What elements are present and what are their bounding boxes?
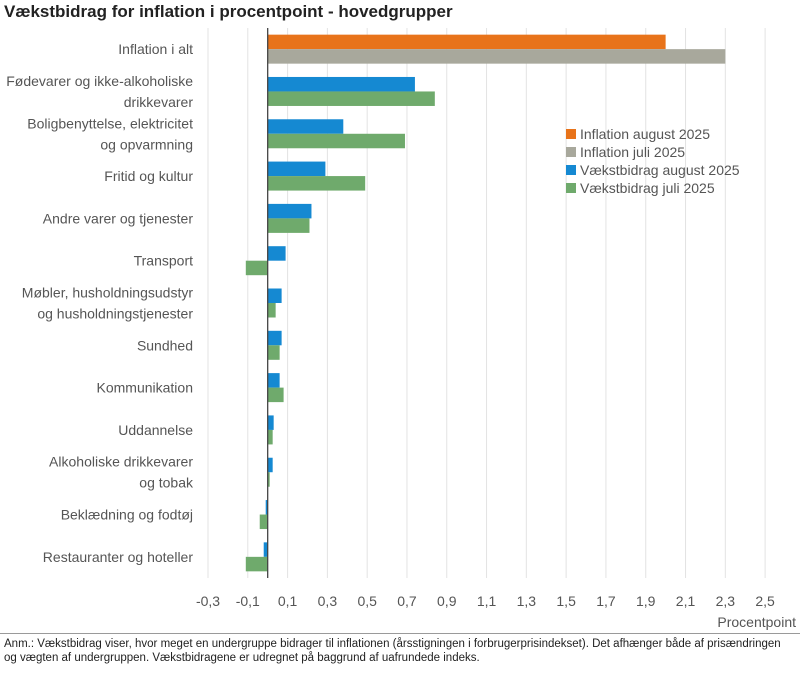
- tick-label: 1,9: [636, 593, 656, 609]
- bar: [265, 500, 268, 515]
- bar: [267, 91, 435, 106]
- bar: [267, 34, 666, 50]
- tick-label: 0,5: [357, 593, 377, 609]
- legend-label: Vækstbidrag august 2025: [580, 162, 740, 178]
- tick-label: 1,1: [477, 593, 497, 609]
- tick-label: 1,3: [517, 593, 537, 609]
- bar: [267, 76, 415, 92]
- bar: [267, 49, 726, 64]
- category-label: drikkevarer: [124, 94, 194, 110]
- bar: [267, 387, 284, 403]
- legend-swatch: [566, 165, 576, 175]
- bar: [267, 345, 280, 360]
- category-label: og opvarmning: [100, 136, 193, 152]
- tick-labels: -0,3 -0,1 0,1 0,3 0,5 0,7 0,9 1,1 1,3 1,5 1,7 1,9 2,…: [196, 593, 775, 609]
- legend-label: Inflation august 2025: [580, 126, 710, 142]
- tick-label: 0,9: [437, 593, 457, 609]
- tick-label: 2,3: [716, 593, 736, 609]
- bar: [267, 373, 280, 388]
- legend-swatch: [566, 147, 576, 157]
- x-axis-label: Procentpoint: [717, 614, 796, 630]
- bar: [267, 330, 282, 346]
- tick-label: 1,5: [556, 593, 576, 609]
- bar: [267, 203, 312, 219]
- bar: [267, 176, 366, 191]
- category-label: Sundhed: [137, 337, 193, 353]
- category-label: Møbler, husholdningsudstyr: [22, 285, 194, 301]
- chart-title: Vækstbidrag for inflation i procentpoint…: [4, 2, 453, 21]
- bar: [259, 514, 268, 530]
- tick-label: 2,1: [676, 593, 696, 609]
- bar: [267, 133, 405, 149]
- tick-label: 1,7: [596, 593, 616, 609]
- bar: [245, 260, 268, 276]
- category-label: Boligbenyttelse, elektricitet: [27, 115, 193, 131]
- bar: [267, 415, 274, 430]
- category-label: Fritid og kultur: [104, 168, 193, 184]
- category-label: Restauranter og hoteller: [43, 549, 194, 565]
- bar: [267, 161, 326, 177]
- footnote: Anm.: Vækstbidrag viser, hvor meget en u…: [4, 638, 781, 664]
- bar: [267, 246, 286, 261]
- category-label: Transport: [134, 253, 194, 269]
- bar: [267, 472, 270, 487]
- bar: [267, 457, 273, 473]
- tick-label: 0,3: [318, 593, 338, 609]
- divider: [0, 633, 800, 634]
- tick-label: -0,1: [236, 593, 260, 609]
- bars: [245, 34, 726, 572]
- bar: [267, 303, 276, 318]
- category-label: Inflation i alt: [118, 41, 193, 57]
- gridlines: [207, 28, 766, 578]
- legend-swatch: [566, 183, 576, 193]
- category-label: Andre varer og tjenester: [43, 210, 194, 226]
- bar: [267, 218, 310, 233]
- category-label: Fødevarer og ikke-alkoholiske: [6, 73, 193, 89]
- legend-swatch: [566, 129, 576, 139]
- bar: [263, 542, 268, 557]
- category-label: Kommunikation: [97, 380, 194, 396]
- category-label: Beklædning og fodtøj: [61, 507, 193, 523]
- bar: [267, 288, 282, 303]
- category-label: Uddannelse: [118, 422, 193, 438]
- tick-label: 0,1: [278, 593, 298, 609]
- category-label: og husholdningstjenester: [37, 306, 193, 322]
- tick-label: 2,5: [755, 593, 775, 609]
- legend: Inflation august 2025 Inflation juli 2025…: [566, 126, 740, 196]
- category-label: Alkoholiske drikkevarer: [49, 454, 193, 470]
- bar: [267, 429, 273, 445]
- bar: [267, 119, 344, 134]
- legend-label: Inflation juli 2025: [580, 144, 685, 160]
- tick-label: 0,7: [397, 593, 417, 609]
- category-label: og tobak: [139, 475, 194, 491]
- bar-chart: Inflation i alt Fødevarer og ikke-alkohol…: [6, 28, 796, 630]
- category-labels: Inflation i alt Fødevarer og ikke-alkohol…: [6, 41, 194, 565]
- bar: [245, 556, 268, 572]
- legend-label: Vækstbidrag juli 2025: [580, 180, 715, 196]
- tick-label: -0,3: [196, 593, 220, 609]
